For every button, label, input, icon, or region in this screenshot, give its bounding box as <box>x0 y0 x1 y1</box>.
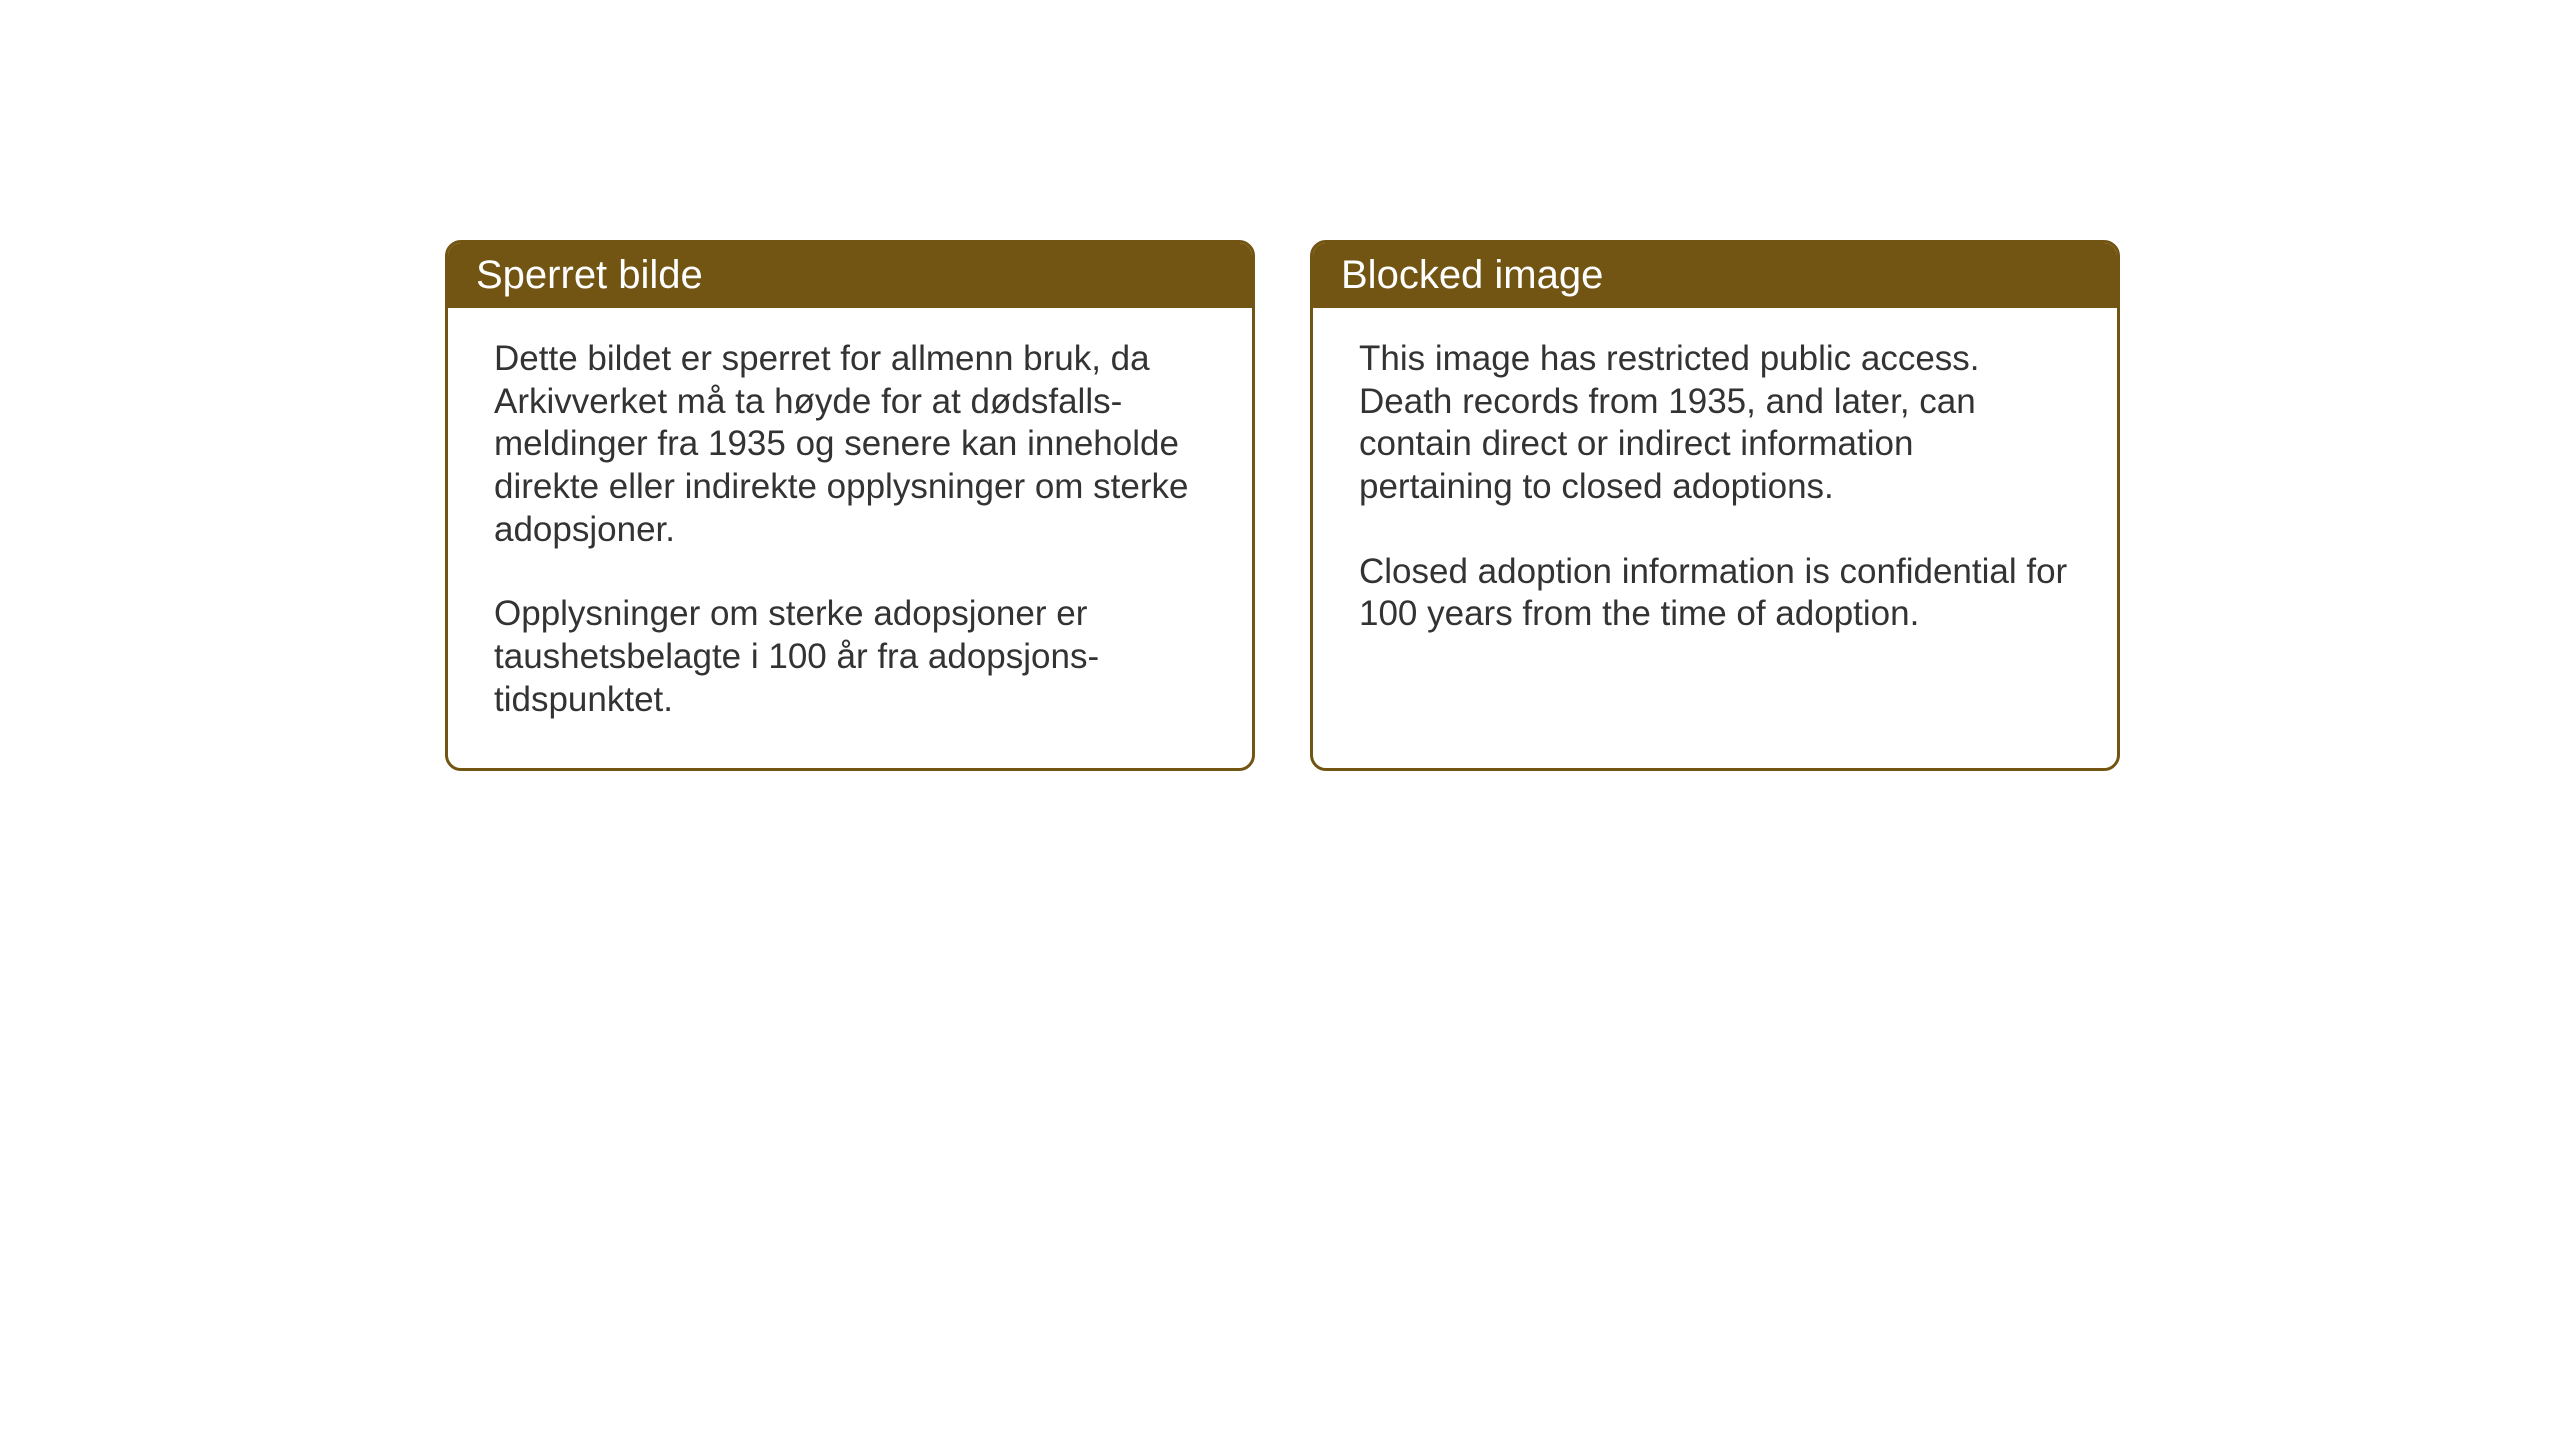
norwegian-paragraph-1: Dette bildet er sperret for allmenn bruk… <box>494 338 1206 551</box>
english-notice-box: Blocked image This image has restricted … <box>1310 240 2120 771</box>
english-notice-body: This image has restricted public access.… <box>1313 308 2117 682</box>
norwegian-notice-body: Dette bildet er sperret for allmenn bruk… <box>448 308 1252 768</box>
english-notice-title: Blocked image <box>1313 243 2117 308</box>
english-paragraph-1: This image has restricted public access.… <box>1359 338 2071 509</box>
norwegian-notice-title: Sperret bilde <box>448 243 1252 308</box>
norwegian-paragraph-2: Opplysninger om sterke adopsjoner er tau… <box>494 593 1206 721</box>
notices-container: Sperret bilde Dette bildet er sperret fo… <box>445 240 2120 771</box>
english-paragraph-2: Closed adoption information is confident… <box>1359 551 2071 636</box>
norwegian-notice-box: Sperret bilde Dette bildet er sperret fo… <box>445 240 1255 771</box>
